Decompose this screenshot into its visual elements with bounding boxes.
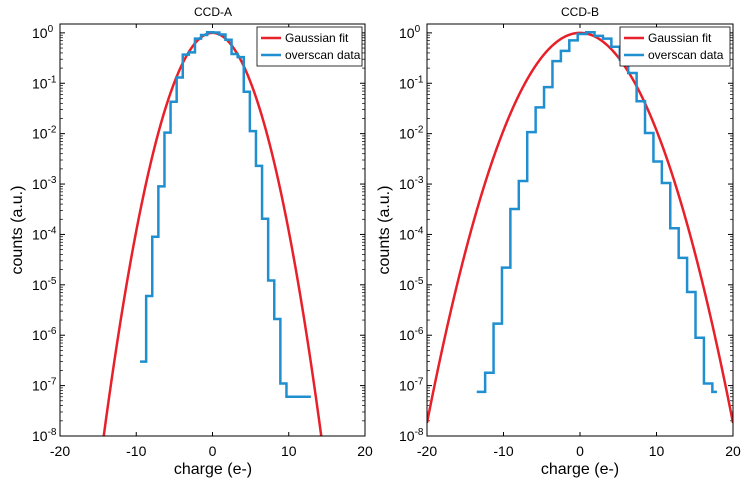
y-tick-label: 10-5 bbox=[399, 276, 424, 293]
y-tick-label: 10-5 bbox=[32, 276, 57, 293]
y-tick-label: 10-3 bbox=[32, 175, 57, 192]
legend-label-gaussian: Gaussian fit bbox=[285, 31, 349, 45]
y-tick-label: 10-2 bbox=[32, 125, 57, 142]
y-tick-label: 10-4 bbox=[399, 225, 424, 242]
panel-ccd-b: CCD-B -20 -10 0 10 20 100 10-1 10-2 10-3 10-4 10-5… bbox=[376, 5, 741, 478]
legend-box bbox=[619, 26, 731, 67]
x-tick-label: 0 bbox=[209, 443, 217, 459]
legend-box bbox=[256, 26, 363, 67]
x-tick-label: -20 bbox=[50, 443, 70, 459]
axes-box bbox=[426, 23, 734, 437]
y-tick-label: 10-4 bbox=[32, 225, 57, 242]
y-tick-label: 10-8 bbox=[399, 427, 424, 444]
panel-ccd-a: CCD-A -20 -10 0 10 20 100 10-1 10-2 10-3 10-4 10-5… bbox=[9, 5, 373, 478]
x-tick-label: -10 bbox=[126, 443, 146, 459]
y-tick-label: 10-7 bbox=[32, 377, 57, 394]
chart-title: CCD-A bbox=[194, 5, 232, 19]
legend-label-overscan: overscan data bbox=[648, 48, 724, 62]
x-tick-label: 10 bbox=[649, 443, 665, 459]
y-tick-label: 10-7 bbox=[399, 377, 424, 394]
y-axis-label: counts (a.u.) bbox=[376, 186, 393, 275]
legend-label-gaussian: Gaussian fit bbox=[648, 31, 712, 45]
y-tick-label: 100 bbox=[399, 24, 421, 41]
y-tick-label: 10-3 bbox=[399, 175, 424, 192]
x-tick-label: 20 bbox=[357, 443, 373, 459]
x-tick-label: 20 bbox=[725, 443, 741, 459]
y-tick-label: 10-6 bbox=[399, 326, 424, 343]
y-tick-label: 10-2 bbox=[399, 125, 424, 142]
overscan-step-line bbox=[140, 30, 311, 399]
y-tick-label: 10-8 bbox=[32, 427, 57, 444]
x-axis-label: charge (e-) bbox=[541, 461, 619, 478]
legend: Gaussian fit overscan data bbox=[256, 26, 363, 67]
gaussian-fit-line bbox=[427, 31, 733, 424]
y-tick-label: 100 bbox=[32, 24, 54, 41]
chart-title: CCD-B bbox=[561, 5, 599, 19]
x-tick-label: -10 bbox=[493, 443, 513, 459]
y-tick-label: 10-6 bbox=[32, 326, 57, 343]
x-tick-label: 0 bbox=[576, 443, 584, 459]
overscan-step-line bbox=[476, 30, 717, 394]
y-tick-label: 10-1 bbox=[399, 74, 424, 91]
axes-box bbox=[59, 23, 366, 437]
x-tick-label: -20 bbox=[417, 443, 437, 459]
gaussian-fit-line bbox=[102, 31, 323, 436]
x-tick-label: 10 bbox=[281, 443, 297, 459]
x-axis-label: charge (e-) bbox=[174, 461, 252, 478]
y-tick-label: 10-1 bbox=[32, 74, 57, 91]
y-axis-label: counts (a.u.) bbox=[9, 186, 26, 275]
legend: Gaussian fit overscan data bbox=[619, 26, 731, 67]
legend-label-overscan: overscan data bbox=[285, 48, 361, 62]
